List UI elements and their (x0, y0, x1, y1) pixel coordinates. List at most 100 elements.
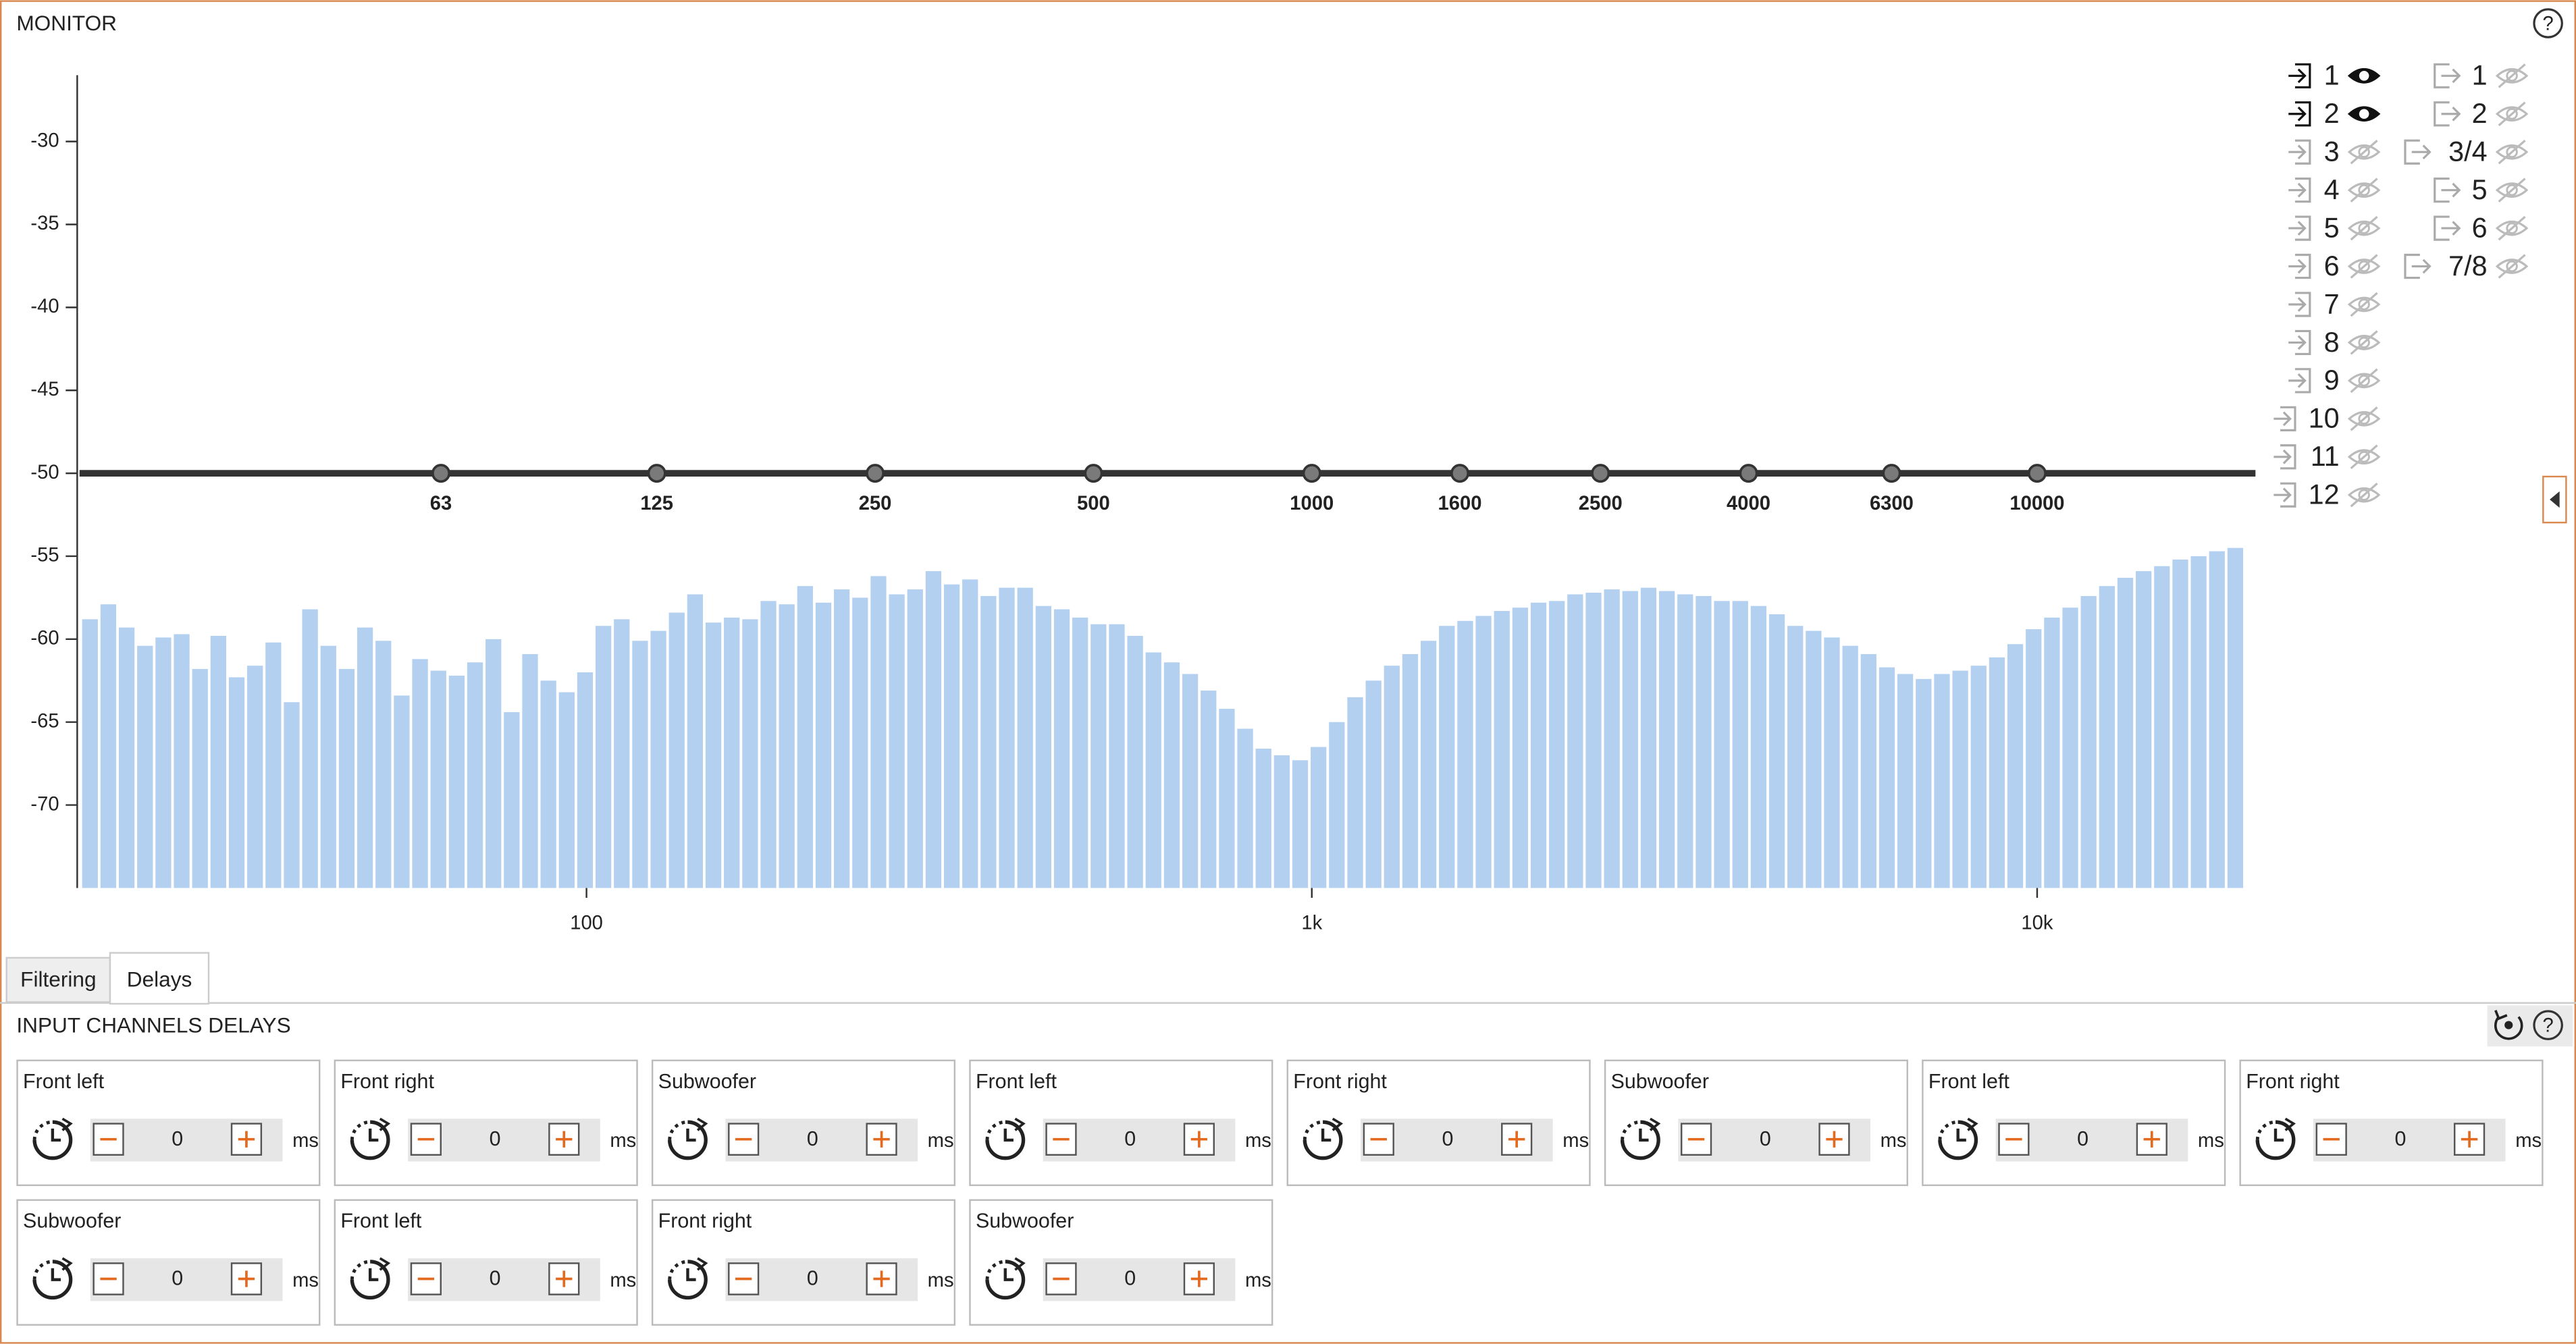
clock-dash (985, 1120, 1005, 1141)
eye-slash (2350, 254, 2378, 279)
legend-input[interactable]: 2 (2288, 98, 2381, 129)
visibility-toggle[interactable] (2495, 254, 2529, 279)
legend-input[interactable]: 11 (2273, 441, 2381, 472)
plus-sign (238, 1131, 255, 1148)
visibility-toggle[interactable] (2495, 215, 2529, 241)
spectrum-bar (1273, 755, 1290, 888)
legend-input[interactable]: 8 (2288, 327, 2381, 358)
spectrum-bar (1658, 591, 1675, 888)
legend-output[interactable]: 1 (2434, 60, 2529, 91)
delay-value[interactable]: 0 (807, 1267, 818, 1290)
spectrum-bar (1585, 593, 1602, 888)
spectrum-bar (1787, 626, 1804, 888)
eye-slash (2350, 178, 2378, 203)
legend-output[interactable]: 7/8 (2404, 250, 2529, 281)
legend-output[interactable]: 6 (2434, 212, 2529, 243)
visibility-toggle[interactable] (2347, 254, 2381, 279)
delay-value[interactable]: 0 (172, 1267, 183, 1290)
delay-value[interactable]: 0 (490, 1267, 501, 1290)
tab[interactable] (5, 957, 111, 1003)
eq-node[interactable] (1450, 464, 1470, 483)
visibility-toggle[interactable] (2347, 106, 2381, 122)
legend-input[interactable]: 7 (2288, 288, 2381, 319)
clock-arrow (696, 1257, 708, 1271)
eye-slash (2350, 368, 2378, 394)
delay-value[interactable]: 0 (172, 1127, 183, 1150)
spectrum-bar (1989, 657, 2005, 888)
visibility-toggle[interactable] (2347, 406, 2381, 431)
visibility-toggle[interactable] (2495, 63, 2529, 88)
eq-node[interactable] (1591, 464, 1610, 483)
eq-node[interactable] (1302, 464, 1321, 483)
legend-input[interactable]: 4 (2288, 174, 2381, 205)
eq-node[interactable] (647, 464, 666, 483)
eq-node[interactable] (1084, 464, 1103, 483)
spectrum-bar (1604, 589, 1620, 888)
spectrum-bar (1439, 626, 1455, 888)
delay-value[interactable]: 0 (1124, 1267, 1136, 1290)
eq-node[interactable] (431, 464, 451, 483)
delay-value[interactable]: 0 (2077, 1127, 2088, 1150)
help-button[interactable]: ? (2533, 1010, 2563, 1040)
legend-input[interactable]: 10 (2273, 403, 2381, 434)
legend-input[interactable]: 9 (2288, 365, 2381, 396)
delay-value[interactable]: 0 (1760, 1127, 1771, 1150)
legend-output[interactable]: 2 (2434, 98, 2529, 129)
clock-dash (668, 1260, 688, 1280)
legend-input-label: 10 (2309, 403, 2340, 434)
visibility-toggle[interactable] (2347, 482, 2381, 508)
spectrum-bar (1732, 601, 1748, 888)
legend-output[interactable]: 3/4 (2404, 136, 2529, 167)
clock-dash (32, 1260, 53, 1280)
visibility-toggle[interactable] (2495, 101, 2529, 126)
legend-input[interactable]: 5 (2288, 212, 2381, 243)
legend-output[interactable]: 5 (2434, 174, 2529, 205)
spectrum-bar (1017, 587, 1033, 888)
clock-hands (686, 1268, 696, 1281)
visibility-toggle[interactable] (2347, 139, 2381, 165)
visibility-toggle[interactable] (2495, 139, 2529, 165)
visibility-toggle[interactable] (2347, 215, 2381, 241)
tab-label[interactable]: Filtering (20, 967, 96, 991)
delay-value[interactable]: 0 (1442, 1127, 1454, 1150)
delay-value[interactable]: 0 (2394, 1127, 2406, 1150)
visibility-toggle[interactable] (2347, 178, 2381, 203)
eye-pupil (2358, 375, 2370, 387)
delay-value[interactable]: 0 (490, 1127, 501, 1150)
eq-node[interactable] (1882, 464, 1901, 483)
spectrum-bar (1072, 617, 1088, 888)
channel-name: Front left (23, 1070, 105, 1093)
visibility-toggle[interactable] (2347, 292, 2381, 317)
legend-input[interactable]: 3 (2288, 136, 2381, 167)
tab-label[interactable]: Delays (127, 967, 192, 991)
spectrum-bar (2044, 617, 2060, 888)
legend-input[interactable]: 1 (2288, 60, 2381, 91)
spectrum-bar (1457, 620, 1473, 888)
increment-button[interactable] (1183, 1262, 1215, 1295)
clock-arrow (1967, 1117, 1978, 1131)
help-button[interactable]: ? (2533, 8, 2563, 38)
visibility-toggle[interactable] (2347, 68, 2381, 84)
tab[interactable] (109, 952, 210, 1005)
visibility-toggle[interactable] (2347, 368, 2381, 394)
visibility-toggle[interactable] (2495, 178, 2529, 203)
reset-button[interactable] (2494, 1010, 2523, 1040)
visibility-toggle[interactable] (2347, 330, 2381, 355)
spectrum-bar (1696, 595, 1712, 888)
eq-node[interactable] (2027, 464, 2047, 483)
delay-value[interactable]: 0 (1124, 1127, 1136, 1150)
legend-input-label: 9 (2324, 365, 2340, 396)
eq-node[interactable] (866, 464, 885, 483)
visibility-toggle[interactable] (2347, 444, 2381, 469)
delay-unit: ms (1562, 1130, 1589, 1152)
legend-input[interactable]: 12 (2273, 479, 2381, 510)
help-circle (2533, 1010, 2563, 1040)
legend-input[interactable]: 6 (2288, 250, 2381, 281)
decrement-button[interactable] (728, 1262, 760, 1295)
clock-arrow (61, 1117, 73, 1131)
eq-node[interactable] (1739, 464, 1758, 483)
plus-sign (873, 1270, 890, 1287)
y-tick-label: -55 (30, 545, 59, 566)
delay-value[interactable]: 0 (807, 1127, 818, 1150)
spectrum-bar (1292, 760, 1309, 888)
